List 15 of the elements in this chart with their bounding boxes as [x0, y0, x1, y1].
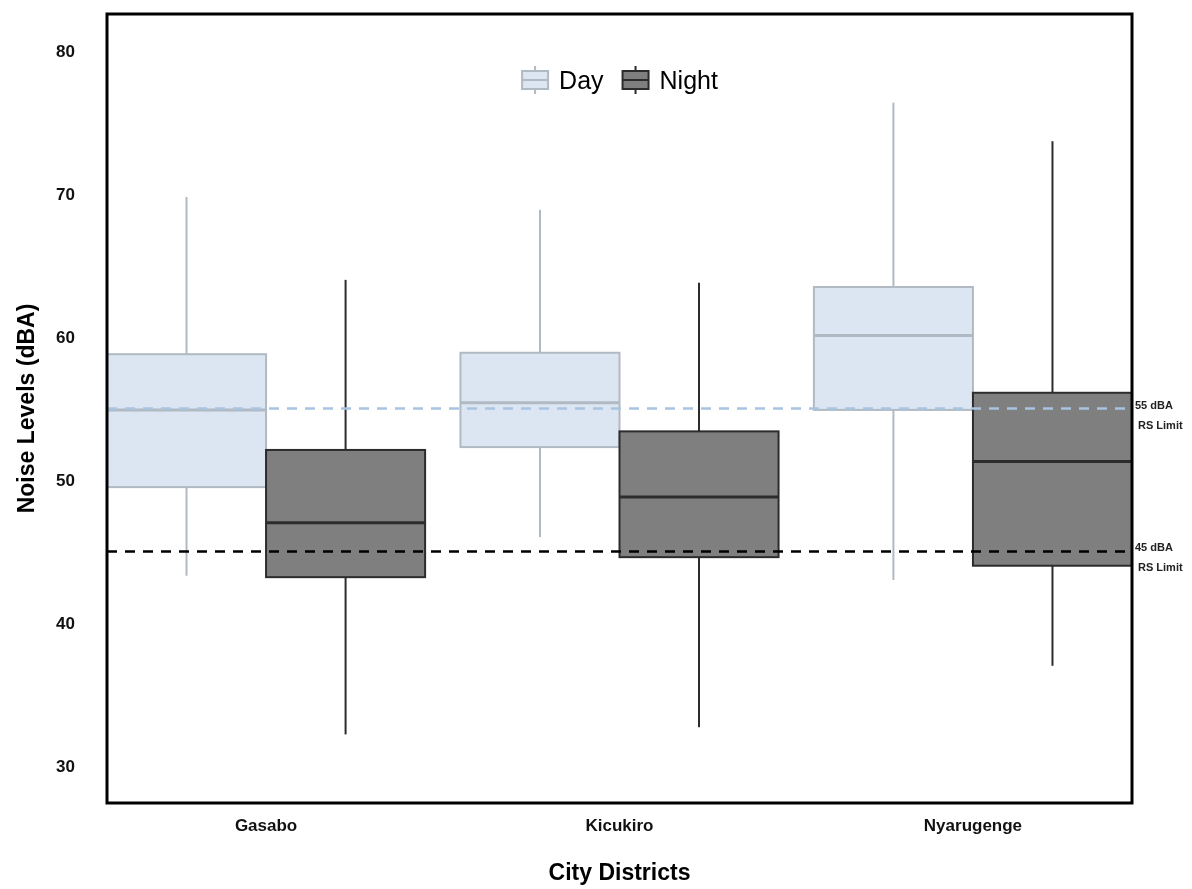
y-tick-label: 50 — [56, 470, 75, 490]
x-tick-label: Kicukiro — [585, 816, 654, 836]
y-tick-label: 60 — [56, 327, 75, 347]
x-tick-label: Gasabo — [234, 816, 298, 836]
x-axis-title: City Districts — [548, 859, 691, 885]
y-tick-label: 70 — [56, 185, 75, 205]
y-tick-label: 40 — [56, 613, 75, 633]
y-axis-title: Noise Levels (dBA) — [13, 303, 39, 514]
legend-label: Day — [559, 66, 605, 94]
legend-label: Night — [659, 66, 718, 94]
y-tick-label: 80 — [56, 42, 75, 62]
ref-line-label: 55 dBA RS Limit — [1135, 398, 1183, 431]
x-tick-label: Nyarugenge — [923, 816, 1023, 836]
ref-line-label: 45 dBA RS Limit — [1135, 541, 1183, 574]
y-tick-label: 30 — [56, 756, 75, 776]
